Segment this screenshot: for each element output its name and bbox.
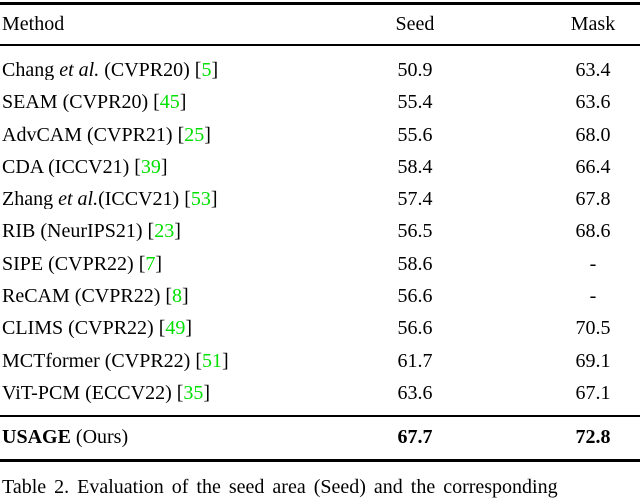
mask-value: 63.4	[575, 58, 611, 81]
seed-value: 57.4	[397, 188, 433, 211]
method-cell: USAGE (Ours)	[0, 427, 340, 447]
seed-value: 58.6	[397, 252, 433, 275]
seed-value: 55.4	[397, 91, 433, 114]
table-row: Chang et al. (CVPR20) [5] 50.9 63.4	[0, 54, 640, 86]
citation-link[interactable]: 35	[183, 382, 204, 403]
method-name: SEAM (CVPR20) [	[2, 92, 160, 113]
mask-value: -	[589, 252, 597, 275]
mask-value: -	[589, 285, 597, 308]
mask-value: 69.1	[575, 349, 611, 372]
method-cell: RIB (NeurIPS21) [23]	[0, 221, 340, 241]
citation-link[interactable]: 49	[165, 318, 186, 339]
bracket-close: ]	[203, 382, 211, 403]
citation-link[interactable]: 23	[154, 221, 175, 242]
method-name: SIPE (CVPR22) [	[2, 253, 146, 274]
citation-link[interactable]: 51	[201, 350, 222, 371]
method-cell: Chang et al. (CVPR20) [5]	[0, 60, 340, 80]
method-suffix: (Ours)	[70, 426, 129, 447]
table-header-row: Method Seed Mask	[0, 5, 640, 44]
table-row: RIB (NeurIPS21) [23] 56.5 68.6	[0, 215, 640, 247]
table-header-rule	[0, 43, 640, 46]
table-body: Chang et al. (CVPR20) [5] 50.9 63.4 SEAM…	[0, 46, 640, 410]
citation-link[interactable]: 45	[159, 92, 180, 113]
mask-value: 68.6	[575, 220, 611, 243]
method-cell: ReCAM (CVPR22) [8]	[0, 286, 340, 306]
method-venue: (ICCV21) [	[98, 189, 191, 210]
citation-link[interactable]: 8	[172, 286, 183, 307]
seed-value: 55.6	[397, 123, 433, 146]
bracket-close: ]	[185, 318, 193, 339]
table-row: SEAM (CVPR20) [45] 55.4 63.6	[0, 86, 640, 118]
table-row-ours: USAGE (Ours) 67.7 72.8	[0, 417, 640, 456]
method-name: CDA (ICCV21) [	[2, 156, 141, 177]
method-venue: (CVPR20) [	[99, 59, 202, 80]
method-cell: CDA (ICCV21) [39]	[0, 157, 340, 177]
bracket-close: ]	[182, 286, 189, 307]
table-row: CLIMS (CVPR22) [49] 56.6 70.5	[0, 312, 640, 344]
citation-link[interactable]: 7	[145, 253, 156, 274]
method-cell: SEAM (CVPR20) [45]	[0, 92, 340, 112]
mask-value: 63.6	[575, 91, 611, 114]
method-cell: ViT-PCM (ECCV22) [35]	[0, 383, 340, 403]
method-cell: Zhang et al.(ICCV21) [53]	[0, 189, 340, 209]
seed-value: 61.7	[397, 349, 433, 372]
citation-link[interactable]: 5	[201, 59, 212, 80]
seed-value: 56.5	[397, 220, 433, 243]
method-name: CLIMS (CVPR22) [	[2, 318, 166, 339]
table-midrule	[0, 415, 640, 418]
seed-value: 58.4	[397, 155, 433, 178]
header-seed: Seed	[395, 13, 435, 36]
mask-value: 70.5	[575, 317, 611, 340]
bracket-close: ]	[210, 189, 218, 210]
method-cell: AdvCAM (CVPR21) [25]	[0, 125, 340, 145]
table-bottom-rule	[0, 459, 640, 463]
table-row: SIPE (CVPR22) [7] 58.6 -	[0, 248, 640, 280]
seed-value: 50.9	[397, 58, 433, 81]
method-name: Zhang	[2, 189, 59, 210]
bracket-close: ]	[174, 221, 181, 242]
citation-link[interactable]: 53	[190, 189, 211, 210]
method-cell: CLIMS (CVPR22) [49]	[0, 318, 340, 338]
table-row: CDA (ICCV21) [39] 58.4 66.4	[0, 151, 640, 183]
method-cell: MCTformer (CVPR22) [51]	[0, 351, 340, 371]
seed-value: 56.6	[397, 317, 433, 340]
bracket-close: ]	[155, 253, 163, 274]
bracket-close: ]	[160, 156, 168, 177]
bracket-close: ]	[221, 350, 229, 371]
table-caption: Table 2. Evaluation of the seed area (Se…	[2, 476, 558, 499]
mask-value: 66.4	[575, 155, 611, 178]
bracket-close: ]	[204, 124, 211, 145]
method-name: ReCAM (CVPR22) [	[2, 286, 173, 307]
method-name: ViT-PCM (ECCV22) [	[2, 382, 184, 403]
table-row: Zhang et al.(ICCV21) [53] 57.4 67.8	[0, 183, 640, 215]
method-etal: et al.	[58, 189, 99, 210]
bracket-close: ]	[211, 59, 219, 80]
citation-link[interactable]: 39	[140, 156, 161, 177]
citation-link[interactable]: 25	[184, 124, 205, 145]
seed-value: 67.7	[397, 425, 433, 448]
table-row: ReCAM (CVPR22) [8] 56.6 -	[0, 280, 640, 312]
header-mask: Mask	[570, 13, 616, 36]
method-etal: et al.	[59, 59, 100, 80]
method-cell: SIPE (CVPR22) [7]	[0, 254, 340, 274]
table-top-rule	[0, 2, 640, 5]
mask-value: 72.8	[575, 425, 611, 448]
method-name: AdvCAM (CVPR21) [	[2, 124, 185, 145]
seed-value: 56.6	[397, 285, 433, 308]
table-row: AdvCAM (CVPR21) [25] 55.6 68.0	[0, 118, 640, 150]
header-method: Method	[2, 14, 65, 35]
bracket-close: ]	[179, 92, 187, 113]
method-name: MCTformer (CVPR22) [	[2, 350, 202, 371]
method-name: RIB (NeurIPS21) [	[2, 221, 155, 242]
method-name: Chang	[2, 59, 60, 80]
method-name-usage: USAGE	[2, 426, 71, 447]
mask-value: 68.0	[575, 123, 611, 146]
table-row: ViT-PCM (ECCV22) [35] 63.6 67.1	[0, 377, 640, 409]
seed-value: 63.6	[397, 381, 433, 404]
mask-value: 67.8	[575, 188, 611, 211]
table-row: MCTformer (CVPR22) [51] 61.7 69.1	[0, 344, 640, 376]
mask-value: 67.1	[575, 381, 611, 404]
